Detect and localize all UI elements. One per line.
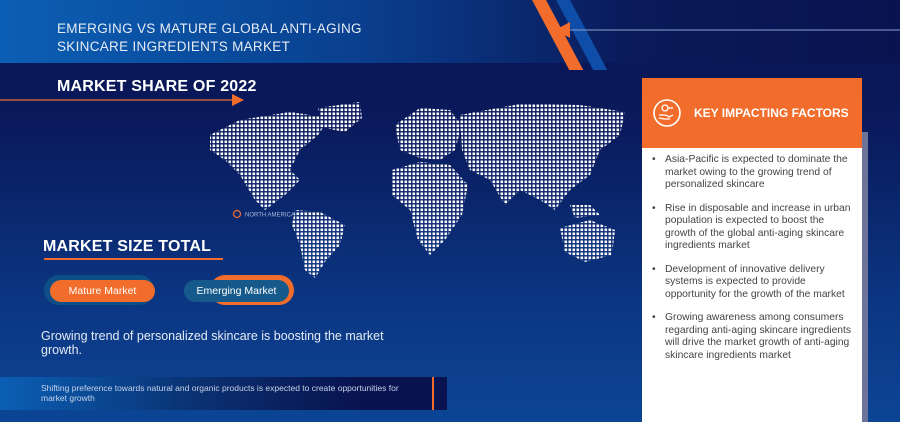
factor-item: Growing awareness among consumers regard… (652, 312, 852, 362)
map-label-north-america: NORTH AMERICA (245, 213, 295, 219)
legend-mature-market: Mature Market (50, 280, 155, 302)
key-factors-heading: KEY IMPACTING FACTORS (694, 106, 849, 120)
continent-dots (210, 102, 625, 278)
heading-underline (44, 258, 223, 260)
key-factors-list: Asia-Pacific is expected to dominate the… (642, 148, 862, 422)
hand-with-coin-icon (653, 99, 681, 127)
factor-item: Asia-Pacific is expected to dominate the… (652, 154, 852, 192)
heading-arrow (0, 94, 244, 106)
panel-shadow (862, 132, 868, 422)
market-size-heading: MARKET SIZE TOTAL (43, 238, 212, 255)
key-factors-header: KEY IMPACTING FACTORS (642, 78, 862, 148)
factor-item: Rise in disposable and increase in urban… (652, 203, 852, 253)
page-title: EMERGING VS MATURE GLOBAL ANTI-AGING SKI… (57, 21, 362, 54)
header-arrow (555, 22, 900, 38)
opportunity-banner: Shifting preference towards natural and … (0, 377, 447, 410)
header-banner: EMERGING VS MATURE GLOBAL ANTI-AGING SKI… (0, 0, 900, 63)
market-share-heading: MARKET SHARE OF 2022 (57, 78, 257, 95)
factor-item: Development of innovative delivery syste… (652, 264, 852, 302)
growth-text: Growing trend of personalized skincare i… (41, 329, 384, 357)
banner-accent (432, 377, 434, 410)
north-america-marker-icon (232, 209, 242, 219)
opportunity-text: Shifting preference towards natural and … (41, 383, 399, 403)
legend-emerging-market: Emerging Market (184, 280, 289, 302)
